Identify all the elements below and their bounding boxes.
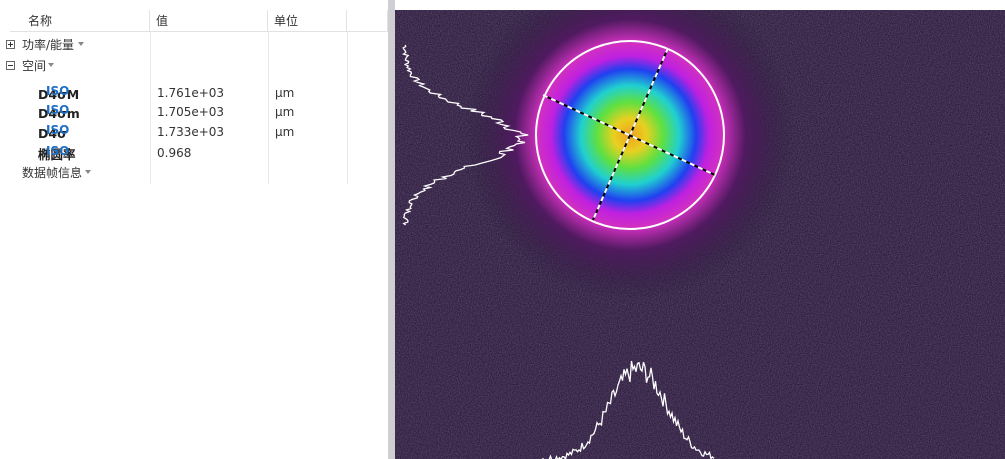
standard-tag: ISO (46, 103, 70, 117)
collapse-toggle[interactable] (6, 61, 15, 70)
column-header[interactable]: 值 (150, 10, 268, 32)
column-header (347, 10, 388, 32)
minor-axis (542, 94, 716, 176)
group-label[interactable]: 数据帧信息 (22, 166, 83, 180)
unit-cell: μm (275, 105, 295, 119)
measure-name: D4σm (38, 106, 80, 121)
column-divider (150, 32, 151, 184)
expand-toggle[interactable] (6, 40, 15, 49)
value-cell: 1.705e+03 (157, 105, 225, 119)
horizontal-profile (541, 360, 715, 459)
dropdown-arrow[interactable] (48, 63, 54, 68)
dropdown-arrow[interactable] (85, 170, 91, 175)
value-cell: 0.968 (157, 146, 192, 160)
vertical-profile (401, 44, 529, 226)
standard-tag: ISO (46, 123, 70, 137)
fit-circle (535, 40, 725, 230)
value-cell: 1.761e+03 (157, 86, 225, 100)
column-header[interactable]: 单位 (268, 10, 347, 32)
unit-cell: μm (275, 86, 295, 100)
group-label[interactable]: 空间 (22, 59, 47, 73)
group-label[interactable]: 功率/能量 (22, 38, 75, 52)
measure-name: D4σ (38, 126, 67, 141)
measure-name: D4σM (38, 87, 80, 102)
value-cell: 1.733e+03 (157, 125, 225, 139)
beam-image (395, 10, 1005, 459)
column-divider (347, 32, 348, 184)
splitter[interactable] (388, 0, 395, 459)
standard-tag: ISO (46, 144, 70, 158)
standard-tag: ISO (46, 84, 70, 98)
column-header[interactable]: 名称 (10, 10, 150, 32)
column-divider (268, 32, 269, 184)
unit-cell: μm (275, 125, 295, 139)
beam-spot (465, 10, 795, 300)
dropdown-arrow[interactable] (78, 42, 84, 47)
measure-name: 椭圆率 (38, 147, 76, 162)
results-panel: 名称 值 单位 功率/能量 空间 D4σM ISO 1.761e+03 μm D4σm I… (0, 0, 388, 459)
major-axis (592, 47, 669, 221)
